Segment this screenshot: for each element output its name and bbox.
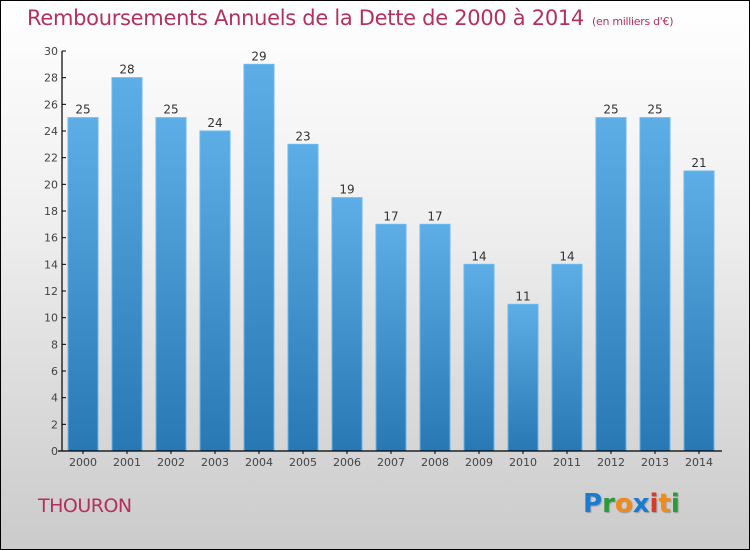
y-tick-label-20: 20 <box>44 178 58 191</box>
proxiti-logo: Proxiti <box>583 489 680 519</box>
x-tick-label-2011: 2011 <box>553 456 581 469</box>
data-label-2008: 17 <box>427 209 442 223</box>
data-label-2000: 25 <box>75 103 90 117</box>
data-label-2003: 24 <box>207 116 222 130</box>
y-tick-label-14: 14 <box>44 258 58 271</box>
data-label-2009: 14 <box>471 249 486 263</box>
commune-name: THOURON <box>38 495 132 517</box>
y-tick-label-10: 10 <box>44 312 58 325</box>
bar-2004 <box>243 63 275 452</box>
chart-title-text: Remboursements Annuels de la Dette de 20… <box>27 6 584 30</box>
x-tick-label-2012: 2012 <box>597 456 625 469</box>
data-label-2002: 25 <box>163 103 178 117</box>
data-label-2012: 25 <box>603 103 618 117</box>
bar-2001 <box>111 77 143 452</box>
chart-title: Remboursements Annuels de la Dette de 20… <box>27 6 673 30</box>
logo-letter: P <box>583 489 603 519</box>
data-label-2007: 17 <box>383 209 398 223</box>
bar-2007 <box>375 223 407 452</box>
x-tick-label-2001: 2001 <box>113 456 141 469</box>
bar-2012 <box>595 117 627 452</box>
x-tick-label-2000: 2000 <box>69 456 97 469</box>
bar-2010 <box>507 303 539 452</box>
y-tick-label-16: 16 <box>44 232 58 245</box>
bar-2008 <box>419 223 451 452</box>
x-tick-label-2002: 2002 <box>157 456 185 469</box>
bar-2011 <box>551 263 583 452</box>
chart-unit-subtitle: (en milliers d'€) <box>592 15 674 28</box>
x-tick-label-2009: 2009 <box>465 456 493 469</box>
data-label-2001: 28 <box>119 63 134 77</box>
y-tick-label-24: 24 <box>44 125 58 138</box>
bar-2003 <box>199 130 231 452</box>
x-tick-label-2010: 2010 <box>509 456 537 469</box>
bar-2014 <box>683 170 715 452</box>
x-tick-label-2014: 2014 <box>685 456 713 469</box>
x-tick-label-2008: 2008 <box>421 456 449 469</box>
y-tick-label-26: 26 <box>44 98 58 111</box>
x-tick-label-2007: 2007 <box>377 456 405 469</box>
y-tick-label-12: 12 <box>44 285 58 298</box>
y-tick-label-8: 8 <box>51 338 58 351</box>
data-label-2010: 11 <box>515 289 530 303</box>
bar-2006 <box>331 197 363 452</box>
logo-letter: t <box>658 489 671 519</box>
y-tick-label-28: 28 <box>44 72 58 85</box>
logo-letter: r <box>602 489 615 519</box>
y-tick-label-0: 0 <box>51 445 58 458</box>
bar-2002 <box>155 117 187 452</box>
bar-2005 <box>287 143 319 452</box>
data-label-2005: 23 <box>295 129 310 143</box>
y-tick-label-4: 4 <box>51 392 58 405</box>
data-label-2006: 19 <box>339 183 354 197</box>
logo-letter: x <box>632 489 650 519</box>
y-tick-label-18: 18 <box>44 205 58 218</box>
data-label-2011: 14 <box>559 249 574 263</box>
data-label-2013: 25 <box>647 103 662 117</box>
x-tick-label-2004: 2004 <box>245 456 273 469</box>
bar-2000 <box>67 117 99 452</box>
logo-letter: i <box>649 489 659 519</box>
y-tick-label-22: 22 <box>44 152 58 165</box>
y-tick-label-2: 2 <box>51 418 58 431</box>
data-label-2004: 29 <box>251 49 266 63</box>
bars-group: 25 28 25 24 29 23 19 17 17 14 11 14 25 25 21 <box>67 49 715 452</box>
bar-2013 <box>639 117 671 452</box>
x-tick-label-2003: 2003 <box>201 456 229 469</box>
logo-letter: i <box>670 489 680 519</box>
x-tick-label-2005: 2005 <box>289 456 317 469</box>
logo-letter: o <box>614 489 633 519</box>
x-tick-label-2006: 2006 <box>333 456 361 469</box>
x-tick-label-2013: 2013 <box>641 456 669 469</box>
data-label-2014: 21 <box>691 156 706 170</box>
y-tick-label-6: 6 <box>51 365 58 378</box>
axes-group: 2000 2001 2002 2003 2004 2005 2006 2007 2008 2009… <box>44 45 722 469</box>
bar-2009 <box>463 263 495 452</box>
y-tick-label-30: 30 <box>44 45 58 58</box>
